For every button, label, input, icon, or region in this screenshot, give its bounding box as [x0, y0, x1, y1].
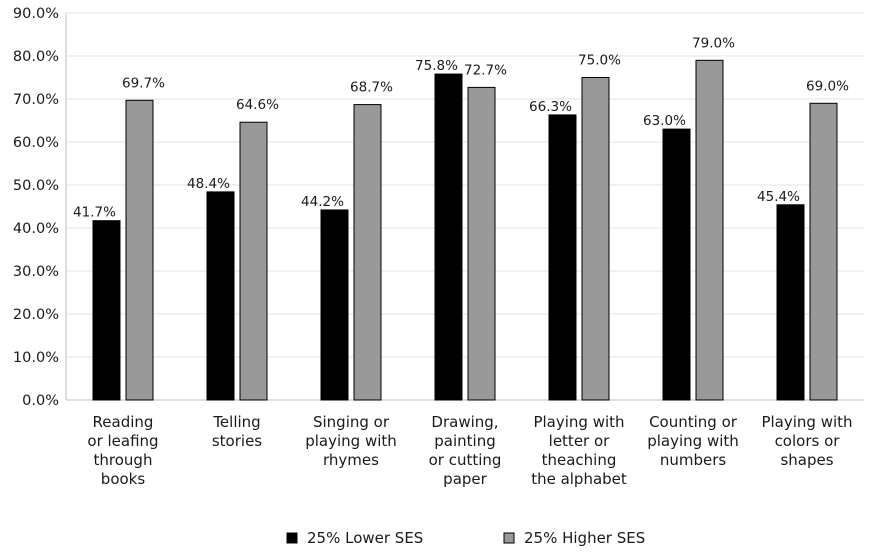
x-category-label-line: stories	[212, 432, 262, 450]
x-category-label: Playing with colors or shapes	[761, 413, 852, 469]
y-tick-label: 20.0%	[13, 307, 59, 323]
bar	[809, 102, 838, 401]
x-category-label-line: or cutting	[429, 451, 502, 469]
legend: 25% Lower SES 25% Higher SES	[286, 529, 645, 547]
y-tick-label: 70.0%	[13, 92, 59, 108]
x-category-label: Telling stories	[212, 413, 262, 450]
bar	[125, 99, 154, 401]
x-category-label-line: Drawing,	[431, 413, 498, 431]
x-category-label-line: the alphabet	[531, 470, 627, 488]
x-category-label-line: or leafing	[87, 432, 158, 450]
y-tick-label: 60.0%	[13, 135, 59, 151]
bar	[206, 191, 235, 401]
x-category-label-line: colors or	[775, 432, 841, 450]
y-tick-label: 0.0%	[22, 393, 59, 409]
data-label: 69.0%	[806, 78, 849, 94]
data-label: 75.0%	[578, 53, 621, 69]
y-tick-label: 30.0%	[13, 264, 59, 280]
x-category-label-line: Playing with	[761, 413, 852, 431]
data-label: 72.7%	[464, 62, 507, 78]
legend-swatch	[503, 532, 515, 544]
y-tick-label: 80.0%	[13, 49, 59, 65]
bar	[695, 59, 724, 401]
data-label: 45.4%	[757, 189, 800, 205]
data-labels: 41.7% 69.7% 48.4% 64.6% 44.2% 68.7% 75.8% 72.7%…	[73, 35, 849, 220]
legend-swatch	[286, 532, 298, 544]
x-category-label-line: letter or	[549, 432, 610, 450]
x-category-label: Playing with letter or theaching the alphab…	[531, 413, 627, 488]
x-category-label-line: Telling	[212, 413, 260, 431]
y-axis: 0.0% 10.0% 20.0% 30.0% 40.0% 50.0% 60.0% 70.0% 8…	[13, 6, 59, 409]
bar	[548, 114, 577, 401]
data-label: 75.8%	[415, 58, 458, 74]
x-category-label: Counting or playing with numbers	[647, 413, 739, 469]
data-label: 79.0%	[692, 35, 735, 51]
x-category-label: Singing or playing with rhymes	[305, 413, 397, 469]
y-tick-label: 10.0%	[13, 350, 59, 366]
y-tick-label: 90.0%	[13, 6, 59, 22]
bars	[92, 59, 838, 401]
bar	[320, 209, 349, 401]
bar	[434, 73, 463, 401]
x-category-label-line: playing with	[647, 432, 739, 450]
y-tick-label: 50.0%	[13, 178, 59, 194]
bar	[92, 220, 121, 401]
x-category-label-line: playing with	[305, 432, 397, 450]
legend-label: 25% Lower SES	[307, 529, 423, 547]
x-category-label-line: books	[101, 470, 146, 488]
bar	[776, 204, 805, 401]
x-category-label-line: Playing with	[533, 413, 624, 431]
x-category-label-line: theaching	[542, 451, 617, 469]
data-label: 48.4%	[187, 176, 230, 192]
x-category-label-line: Reading	[93, 413, 154, 431]
bar	[467, 86, 496, 401]
x-category-label: Reading or leafing through books	[87, 413, 158, 488]
x-category-label-line: through	[94, 451, 153, 469]
data-label: 69.7%	[122, 75, 165, 91]
x-category-label-line: Counting or	[649, 413, 738, 431]
bar	[581, 77, 610, 401]
x-category-label-line: paper	[443, 470, 487, 488]
data-label: 66.3%	[529, 99, 572, 115]
x-category-label-line: painting	[434, 432, 495, 450]
bar	[239, 121, 268, 401]
x-category-label-line: Singing or	[313, 413, 390, 431]
data-label: 44.2%	[301, 194, 344, 210]
data-label: 64.6%	[236, 97, 279, 113]
legend-label: 25% Higher SES	[524, 529, 645, 547]
data-label: 68.7%	[350, 80, 393, 96]
x-category-label-line: shapes	[780, 451, 833, 469]
data-label: 41.7%	[73, 205, 116, 221]
y-gridlines	[66, 12, 864, 358]
y-tick-label: 40.0%	[13, 221, 59, 237]
data-label: 63.0%	[643, 113, 686, 129]
bar	[353, 104, 382, 401]
bar	[662, 128, 691, 401]
x-category-label-line: rhymes	[323, 451, 379, 469]
x-category-label-line: numbers	[660, 451, 727, 469]
x-category-label: Drawing, painting or cutting paper	[429, 413, 502, 488]
